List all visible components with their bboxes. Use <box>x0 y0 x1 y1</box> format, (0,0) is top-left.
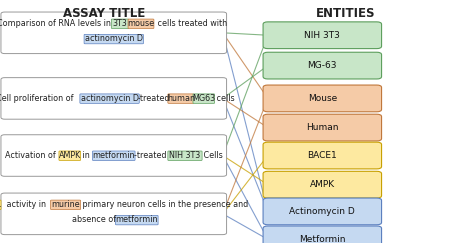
FancyBboxPatch shape <box>116 215 158 225</box>
Text: human: human <box>167 94 195 103</box>
Text: Comparison of RNA levels in: Comparison of RNA levels in <box>0 19 113 28</box>
Text: ASSAY TITLE: ASSAY TITLE <box>63 7 146 20</box>
FancyBboxPatch shape <box>263 142 382 169</box>
Text: MG63: MG63 <box>192 94 215 103</box>
Text: Mouse: Mouse <box>308 94 337 103</box>
Text: MG-63: MG-63 <box>308 61 337 70</box>
FancyBboxPatch shape <box>1 193 227 235</box>
FancyBboxPatch shape <box>263 198 382 225</box>
Text: ENTITIES: ENTITIES <box>316 7 376 20</box>
Text: actinomycin D: actinomycin D <box>85 34 143 43</box>
FancyBboxPatch shape <box>84 34 144 44</box>
Text: Activation of: Activation of <box>6 151 59 160</box>
Text: BACE1: BACE1 <box>0 200 1 209</box>
FancyBboxPatch shape <box>1 135 227 176</box>
Text: primary neuron cells in the presence and: primary neuron cells in the presence and <box>80 200 248 209</box>
Text: Cell proliferation of: Cell proliferation of <box>0 94 76 103</box>
Text: NIH 3T3: NIH 3T3 <box>169 151 201 160</box>
Text: Cells: Cells <box>201 151 223 160</box>
Text: -treated: -treated <box>137 94 170 103</box>
Text: in: in <box>81 151 92 160</box>
Text: AMPK: AMPK <box>59 151 81 160</box>
FancyBboxPatch shape <box>92 151 135 160</box>
Text: Actinomycin D: Actinomycin D <box>290 207 355 216</box>
Text: absence of: absence of <box>72 215 118 225</box>
FancyBboxPatch shape <box>263 171 382 198</box>
FancyBboxPatch shape <box>59 151 81 160</box>
FancyBboxPatch shape <box>263 226 382 243</box>
FancyBboxPatch shape <box>263 114 382 141</box>
FancyBboxPatch shape <box>1 78 227 119</box>
FancyBboxPatch shape <box>263 52 382 79</box>
FancyBboxPatch shape <box>128 19 154 28</box>
FancyBboxPatch shape <box>0 200 1 209</box>
Text: metformin: metformin <box>92 151 135 160</box>
Text: activity in: activity in <box>3 200 48 209</box>
FancyBboxPatch shape <box>51 200 81 209</box>
Text: -treated: -treated <box>134 151 169 160</box>
FancyBboxPatch shape <box>168 151 202 160</box>
FancyBboxPatch shape <box>1 12 227 54</box>
Text: Human: Human <box>306 123 338 132</box>
FancyBboxPatch shape <box>111 19 129 28</box>
Text: NIH 3T3: NIH 3T3 <box>304 31 340 40</box>
Text: metformin: metformin <box>116 215 158 225</box>
Text: 3T3: 3T3 <box>113 19 128 28</box>
Text: mouse: mouse <box>128 19 155 28</box>
Text: cells treated with: cells treated with <box>155 19 228 28</box>
Text: Metformin: Metformin <box>299 235 346 243</box>
Text: AMPK: AMPK <box>310 180 335 189</box>
FancyBboxPatch shape <box>263 85 382 112</box>
Text: actinomycin D: actinomycin D <box>81 94 138 103</box>
FancyBboxPatch shape <box>168 94 194 103</box>
Text: murine: murine <box>51 200 80 209</box>
Text: cells: cells <box>214 94 235 103</box>
FancyBboxPatch shape <box>80 94 139 103</box>
FancyBboxPatch shape <box>263 22 382 49</box>
Text: BACE1: BACE1 <box>308 151 337 160</box>
FancyBboxPatch shape <box>193 94 215 103</box>
